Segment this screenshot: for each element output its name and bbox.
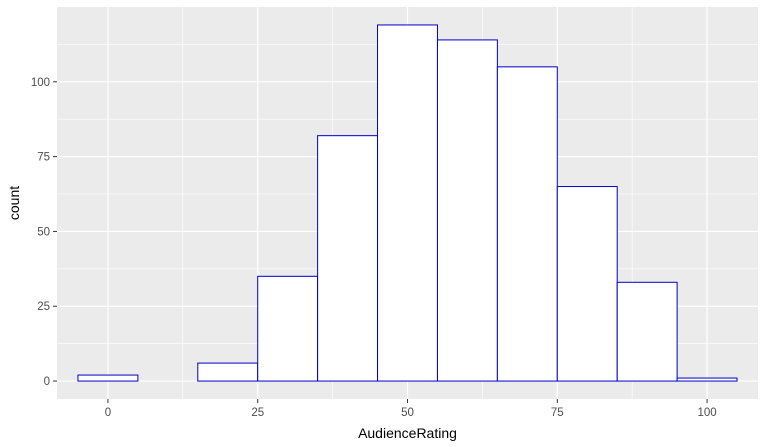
x-axis-ticks: 0 25 50 75 100 xyxy=(105,399,717,419)
histogram-bar xyxy=(377,24,438,382)
y-axis-title: count xyxy=(6,186,22,220)
histogram-bar xyxy=(257,275,319,382)
y-tick-label: 100 xyxy=(31,77,50,89)
x-axis-title: AudienceRating xyxy=(358,425,457,441)
histogram-bar xyxy=(197,362,259,382)
y-tick-label: 50 xyxy=(37,226,50,238)
x-tick-label: 25 xyxy=(251,407,264,419)
x-tick-label: 0 xyxy=(105,407,111,419)
y-tick-label: 25 xyxy=(37,301,50,313)
histogram-bar xyxy=(496,66,558,382)
y-tick-label: 75 xyxy=(37,152,50,164)
histogram-bar xyxy=(556,186,618,382)
histogram-bar xyxy=(616,281,678,382)
histogram-bar xyxy=(436,39,498,382)
x-tick-label: 100 xyxy=(697,407,716,419)
histogram-bar xyxy=(676,377,738,382)
x-tick-label: 75 xyxy=(551,407,564,419)
histogram-bar xyxy=(317,135,379,382)
y-axis-ticks: 0 25 50 75 100 xyxy=(31,77,57,388)
x-tick-label: 50 xyxy=(401,407,414,419)
histogram-bars xyxy=(77,24,738,382)
histogram-bar xyxy=(77,374,139,382)
y-tick-label: 0 xyxy=(44,376,50,388)
